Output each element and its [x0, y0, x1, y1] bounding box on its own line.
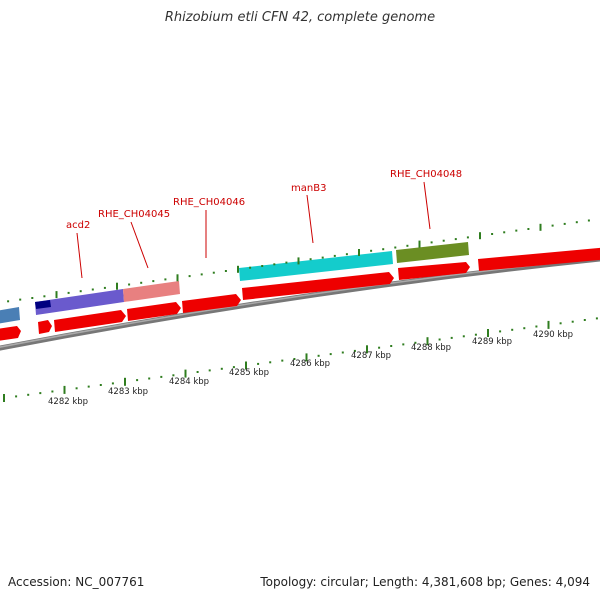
gene-arrow[interactable]	[478, 247, 600, 271]
scale-label: 4284 kbp	[169, 377, 209, 387]
gene-arrow[interactable]	[127, 302, 181, 321]
scale-label: 4290 kbp	[533, 330, 573, 340]
scale-label: 4286 kbp	[290, 359, 330, 369]
scale-label: 4289 kbp	[472, 337, 512, 347]
gene-arrow[interactable]	[38, 320, 52, 334]
feature-track	[0, 242, 469, 325]
gene-feature-blue[interactable]	[0, 307, 20, 325]
leader-line-rhe-ch04048	[423, 181, 431, 230]
map-title: Rhizobium etli CFN 42, complete genome	[164, 10, 436, 25]
gene-arrows	[0, 247, 600, 342]
gene-arrow[interactable]	[242, 272, 394, 300]
scale-label: 4287 kbp	[351, 351, 391, 361]
genome-backbone	[0, 256, 600, 351]
gene-arrow[interactable]	[0, 326, 21, 342]
upper-tick-row	[7, 219, 590, 303]
gene-label-rhe-ch04048[interactable]: RHE_CH04048	[390, 169, 462, 180]
leader-line-rhe-ch04045	[130, 221, 149, 269]
gene-feature-purple[interactable]	[35, 289, 124, 315]
gene-feature-cyan[interactable]	[239, 251, 393, 281]
scale-label: 4285 kbp	[229, 368, 269, 378]
gene-arrow[interactable]	[182, 294, 241, 313]
gene-feature-navy[interactable]	[35, 300, 51, 309]
gene-label-manb3[interactable]: manB3	[291, 183, 326, 194]
accession-text: Accession: NC_007761	[8, 575, 145, 589]
gene-arrow[interactable]	[54, 310, 126, 332]
leader-line-acd2	[76, 232, 83, 279]
scale-label: 4288 kbp	[411, 343, 451, 353]
gene-arrow[interactable]	[398, 262, 470, 280]
genome-summary-text: Topology: circular; Length: 4,381,608 bp…	[260, 575, 590, 589]
leader-line-manb3	[306, 194, 314, 244]
gene-label-leaders	[76, 181, 431, 279]
scale-label: 4282 kbp	[48, 397, 88, 407]
scale-label: 4283 kbp	[108, 387, 148, 397]
gene-label-rhe-ch04045[interactable]: RHE_CH04045	[98, 209, 170, 220]
gene-feature-olive[interactable]	[396, 242, 469, 263]
gene-label-acd2[interactable]: acd2	[66, 220, 90, 231]
scale-tick-row	[3, 317, 598, 402]
gene-label-rhe-ch04046[interactable]: RHE_CH04046	[173, 197, 245, 208]
gene-feature-pink[interactable]	[123, 281, 180, 302]
